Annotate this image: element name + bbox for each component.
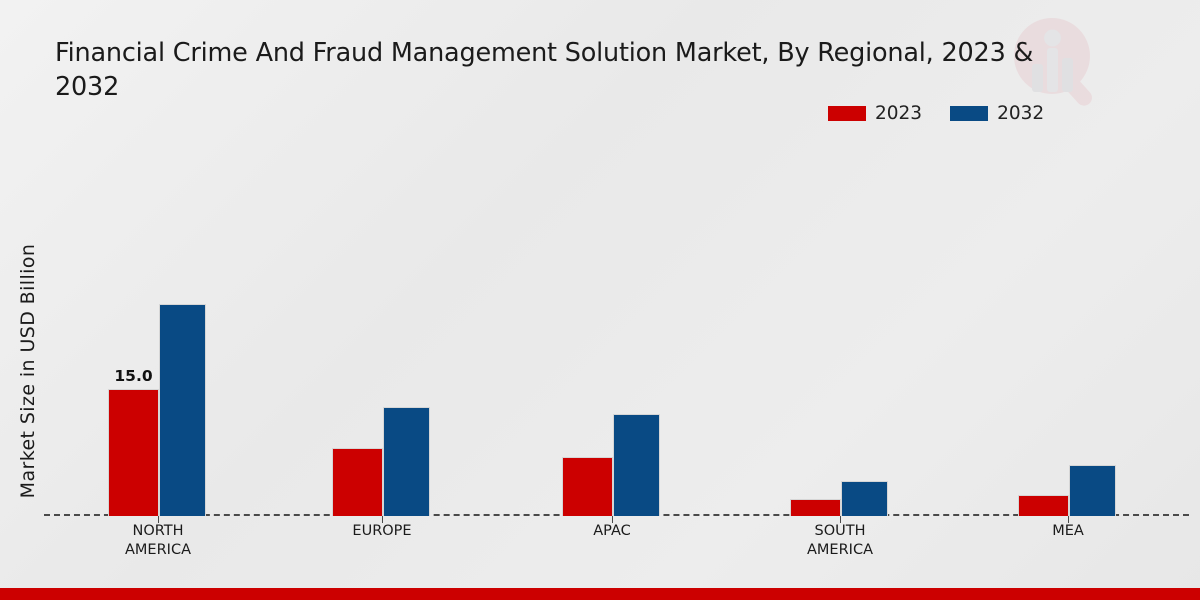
x-tick-europe [382,516,383,523]
bar-group-europe: EUROPE [332,130,493,539]
footer-accent-bar [0,588,1200,600]
legend-label-2032: 2032 [997,103,1045,124]
bars-mea [1018,130,1116,516]
x-tick-mea [1068,516,1069,523]
bar-2023-north-america[interactable]: 15.0 [108,367,159,516]
legend-item-2023[interactable]: 2023 [828,103,922,124]
legend-item-2032[interactable]: 2032 [950,103,1044,124]
chart-title: Financial Crime And Fraud Management Sol… [55,38,1034,102]
bar-2023-mea[interactable] [1018,495,1069,516]
x-tick-south-america [840,516,841,523]
category-label-north-america: NORTH AMERICA [125,523,191,558]
y-axis-title: Market Size in USD Billion [17,243,39,499]
bar-group-north-america: 15.0 NORTH AMERICA [108,130,269,558]
chart-legend: 2023 2032 [828,103,1044,124]
bars-south-america [790,130,888,516]
category-label-europe: EUROPE [352,523,412,539]
x-tick-north-america [158,516,159,523]
bar-group-mea: MEA [1018,130,1179,539]
bar-2032-europe[interactable] [383,407,430,516]
bar-2032-north-america[interactable] [159,304,206,516]
plot-area: 15.0 NORTH AMERICA EUROPE APAC [44,130,1189,558]
bar-2023-south-america[interactable] [790,499,841,516]
bar-2023-europe[interactable] [332,448,383,516]
bar-2032-apac[interactable] [613,414,660,516]
bars-north-america: 15.0 [108,130,206,516]
category-label-apac: APAC [593,523,631,539]
bar-group-south-america: SOUTH AMERICA [790,130,951,558]
bars-apac [562,130,660,516]
bar-value-2023-north-america: 15.0 [114,367,153,385]
bar-2032-south-america[interactable] [841,481,888,516]
legend-swatch-2023 [828,106,866,121]
bar-2023-apac[interactable] [562,457,613,516]
category-label-mea: MEA [1052,523,1084,539]
category-label-south-america: SOUTH AMERICA [807,523,873,558]
legend-swatch-2032 [950,106,989,121]
legend-label-2023: 2023 [875,103,923,124]
bar-group-apac: APAC [562,130,723,539]
bars-europe [332,130,430,516]
x-tick-apac [612,516,613,523]
bar-2032-mea[interactable] [1069,465,1116,516]
